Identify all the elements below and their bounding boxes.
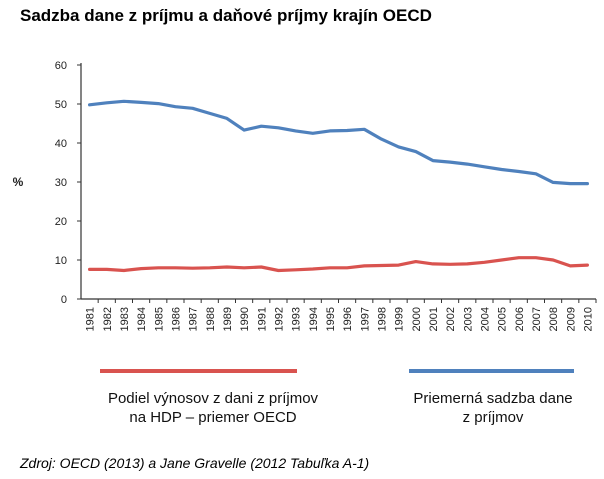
legend-label-average-tax-rate-line1: Priemerná sadzba dane: [413, 390, 573, 407]
y-tick-label: 10: [55, 255, 67, 267]
x-tick-label: 1998: [376, 307, 388, 331]
x-tick-label: 2010: [582, 307, 594, 331]
x-tick-label: 2001: [428, 307, 440, 331]
x-tick-label: 1984: [136, 307, 148, 331]
x-tick-label: 2006: [514, 307, 526, 331]
y-tick-label: 20: [55, 216, 67, 228]
x-tick-label: 2007: [531, 307, 543, 331]
legend-line-average-tax-rate: [409, 369, 574, 373]
legend-label-income-tax-revenue-line2: na HDP – priemer OECD: [129, 409, 297, 426]
x-tick-label: 1983: [119, 307, 131, 331]
legend-label-average-tax-rate: Priemerná sadzba dane z príjmov: [393, 389, 593, 427]
x-tick-label: 2008: [548, 307, 560, 331]
line-chart: 0 10 20 30 40 50 60% 1981 1982 1983 1984 1985 1986 19…: [13, 60, 597, 331]
x-tick-label: 2004: [479, 307, 491, 331]
source-note: Zdroj: OECD (2013) a Jane Gravelle (2012…: [20, 455, 370, 471]
legend-label-average-tax-rate-line2: z príjmov: [462, 409, 524, 426]
x-tick-label: 1985: [153, 307, 165, 331]
x-tick-label: 1994: [308, 307, 320, 331]
x-tick-label: 1986: [170, 307, 182, 331]
legend-label-income-tax-revenue: Podiel výnosov z dani z príjmov na HDP –…: [88, 389, 338, 427]
x-tick-label: 2002: [445, 307, 457, 331]
x-tick-label: 1997: [359, 307, 371, 331]
x-tick-label: 1981: [85, 307, 97, 331]
x-tick-label: 1982: [102, 307, 114, 331]
y-tick-label: 60: [55, 60, 67, 72]
legend-line-income-tax-revenue: [100, 369, 297, 373]
x-tick-label: 1988: [205, 307, 217, 331]
x-tick-label: 1990: [239, 307, 251, 331]
x-tick-label: 1987: [188, 307, 200, 331]
x-tick-label: 1991: [256, 307, 268, 331]
x-tick-label: 2003: [462, 307, 474, 331]
x-tick-label: 1999: [394, 307, 406, 331]
x-tick-label: 2009: [565, 307, 577, 331]
y-axis-label: %: [13, 175, 24, 189]
x-tick-label: 2005: [497, 307, 509, 331]
y-tick-label: 30: [55, 177, 67, 189]
x-tick-label: 1995: [325, 307, 337, 331]
x-tick-label: 2000: [411, 307, 423, 331]
series-line-income-tax-revenue: [87, 256, 590, 273]
x-tick-label: 1993: [291, 307, 303, 331]
chart-title: Sadzba dane z príjmu a daňové príjmy kra…: [20, 6, 432, 25]
series-line-average-tax-rate: [87, 99, 590, 186]
legend-label-income-tax-revenue-line1: Podiel výnosov z dani z príjmov: [107, 390, 319, 407]
x-tick-label: 1989: [222, 307, 234, 331]
y-tick-label: 40: [55, 138, 67, 150]
y-tick-label: 0: [61, 294, 67, 306]
y-tick-label: 50: [55, 99, 67, 111]
x-tick-label: 1992: [273, 307, 285, 331]
x-tick-label: 1996: [342, 307, 354, 331]
